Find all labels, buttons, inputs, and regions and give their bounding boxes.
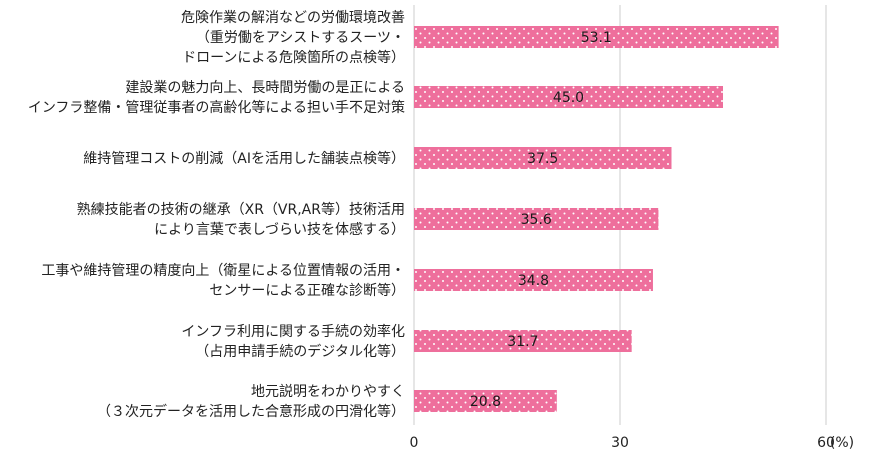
category-label-0-0: 危険作業の解消などの労働環境改善 bbox=[181, 10, 405, 26]
x-tick-label-1: 30 bbox=[611, 435, 629, 451]
value-label-4: 34.8 bbox=[518, 273, 549, 289]
category-label-5-1: （占用申請手続のデジタル化等） bbox=[195, 343, 405, 360]
value-labels: 53.1 45.0 37.5 35.6 34.8 31.7 20.8 bbox=[470, 30, 612, 410]
category-label-6-1: （３次元データを活用した合意形成の円滑化等） bbox=[97, 403, 405, 420]
bar-3 bbox=[414, 208, 659, 230]
category-label-3-0: 熟練技能者の技術の継承（XR（VR,AR等）技術活用 bbox=[77, 201, 405, 218]
x-axis-unit-label: (%) bbox=[830, 435, 854, 451]
value-label-6: 20.8 bbox=[470, 394, 501, 410]
bars bbox=[414, 26, 779, 412]
x-tick-label-2: 60 bbox=[817, 435, 835, 451]
bar-5 bbox=[414, 330, 632, 352]
category-label-0-1: （重労働をアシストするスーツ・ bbox=[196, 30, 405, 46]
value-label-5: 31.7 bbox=[507, 334, 538, 350]
category-label-5-0: インフラ利用に関する手続の効率化 bbox=[181, 323, 405, 340]
value-label-0: 53.1 bbox=[581, 30, 612, 46]
value-label-3: 35.6 bbox=[521, 212, 552, 228]
category-label-1-1: インフラ整備・管理従事者の高齢化等による担い手不足対策 bbox=[28, 99, 405, 116]
bar-2 bbox=[414, 147, 672, 169]
category-label-1-0: 建設業の魅力向上、長時間労働の是正による bbox=[125, 80, 405, 96]
x-tick-label-0: 0 bbox=[410, 435, 419, 451]
category-label-4-1: センサーによる正確な診断等） bbox=[209, 282, 405, 299]
category-label-0-2: ドローンによる危険箇所の点検等） bbox=[182, 49, 405, 66]
bar-4 bbox=[414, 269, 653, 291]
category-label-4-0: 工事や維持管理の精度向上（衛星による位置情報の活用・ bbox=[41, 263, 405, 279]
category-label-2-0: 維持管理コストの削減（AIを活用した舗装点検等） bbox=[83, 150, 405, 167]
value-label-1: 45.0 bbox=[553, 90, 584, 106]
value-label-2: 37.5 bbox=[527, 151, 558, 167]
category-label-6-0: 地元説明をわかりやすく bbox=[251, 384, 405, 400]
bar-0 bbox=[414, 26, 779, 48]
category-labels: 危険作業の解消などの労働環境改善 （重労働をアシストするスーツ・ドローンによる危険… bbox=[28, 10, 405, 420]
x-axis-ticks: 0 30 60 bbox=[410, 435, 835, 451]
bar-1 bbox=[414, 86, 723, 108]
bar-6 bbox=[414, 390, 557, 412]
category-label-3-1: により言葉で表しづらい技を体感する） bbox=[154, 221, 405, 238]
